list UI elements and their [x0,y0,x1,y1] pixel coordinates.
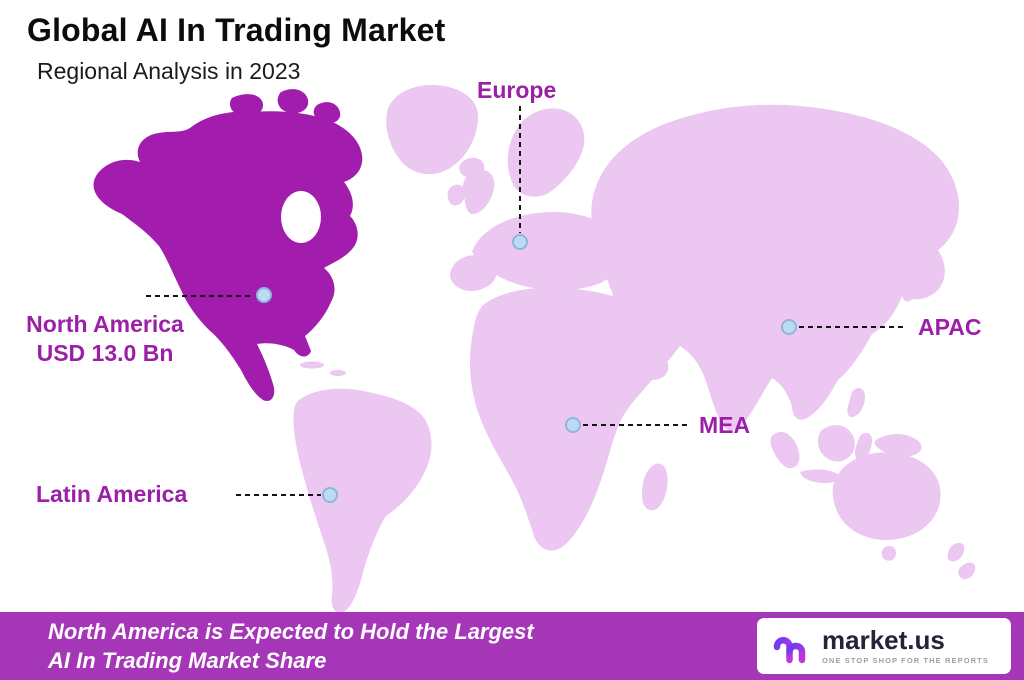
island-new-guinea [874,434,922,457]
continent-asia [591,104,960,431]
marker-mea [565,417,581,433]
continent-australia [832,452,941,540]
page-subtitle: Regional Analysis in 2023 [37,58,301,84]
region-scandinavia [507,108,585,197]
region-label-north-america: North America USD 13.0 Bn [8,310,202,368]
logo-wordmark: market.us [822,625,945,655]
marker-europe [512,234,528,250]
region-label-apac: APAC [918,314,982,340]
marker-apac [781,319,797,335]
page-title: Global AI In Trading Market [27,12,446,48]
island-sulawesi [855,432,873,461]
region-label-mea: MEA [699,412,751,438]
continent-greenland [386,84,479,175]
island-philippines [847,388,865,418]
arctic-island-3 [313,102,341,124]
island-borneo [818,425,855,462]
island-java [800,469,839,483]
island-sumatra [770,431,800,469]
hudson-bay [281,191,321,243]
footer-note-line2: AI In Trading Market Share [48,648,327,673]
continent-south-america [293,388,432,614]
region-label-europe: Europe [477,77,557,103]
island-hispaniola [330,370,346,376]
logo-tagline: ONE STOP SHOP FOR THE REPORTS [822,656,989,665]
arctic-island-2 [277,89,309,114]
island-japan [902,247,933,302]
marker-latin-america [322,487,338,503]
market-us-logo-icon [773,636,806,664]
island-ireland [447,184,466,206]
island-britain [462,169,495,215]
island-new-zealand-north [947,542,965,562]
arctic-island-1 [229,94,264,117]
header: Global AI In Trading Market Regional Ana… [27,12,446,85]
island-new-zealand-south [958,562,976,580]
region-iberia [450,255,497,292]
footer-note-line1: North America is Expected to Hold the La… [48,619,534,644]
region-label-latin-america: Latin America [36,481,188,507]
island-madagascar [642,463,668,511]
continent-north-america-highlight [93,111,363,402]
region-value-north-america: USD 13.0 Bn [36,340,174,366]
island-cuba [300,361,324,369]
logo-text: market.us ONE STOP SHOP FOR THE REPORTS [822,627,989,665]
region-europe-mainland [472,212,620,291]
footer-banner: North America is Expected to Hold the La… [0,612,1024,680]
region-label-north-america-name: North America [26,311,184,337]
island-tasmania [881,545,896,561]
logo-box: market.us ONE STOP SHOP FOR THE REPORTS [757,618,1011,674]
footer-note: North America is Expected to Hold the La… [48,617,534,675]
marker-north-america [256,287,272,303]
